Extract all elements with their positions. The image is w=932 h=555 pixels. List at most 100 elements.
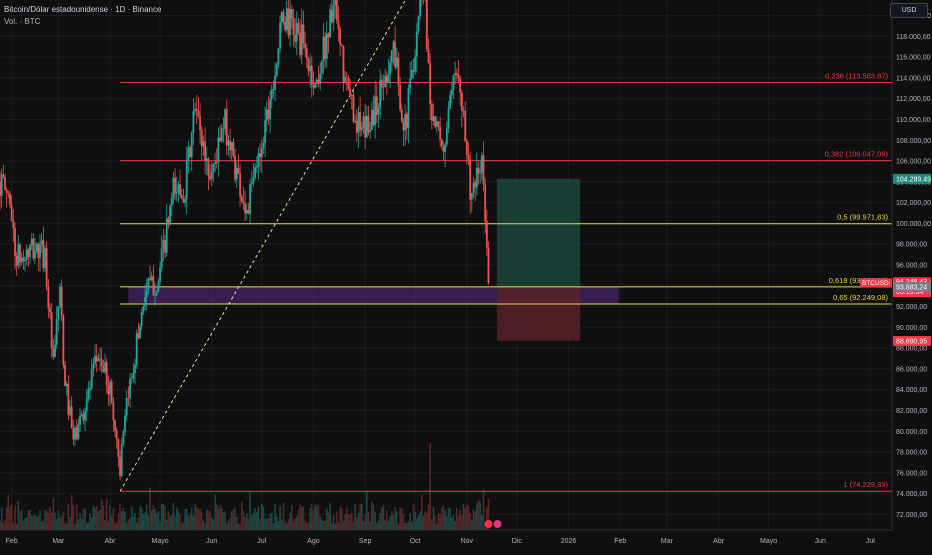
volume-bar [432,506,435,530]
volume-bar [90,517,93,530]
candle-body [274,75,277,90]
candle-body [427,49,430,63]
volume-bar [104,520,106,530]
volume-bar [27,510,30,530]
fib-level-label: 0,65 (92.249,08) [833,293,889,302]
price-tick-label: 112.000,00 [896,96,931,103]
volume-bar [110,515,113,530]
candle-body [330,9,333,23]
volume-bar [387,520,390,530]
price-tick-label: 82.000,00 [896,408,927,415]
candle-body [252,177,255,184]
volume-bar [139,505,141,530]
volume-bar [70,494,73,530]
candle-body [10,204,13,221]
candle-body [225,109,228,146]
volume-bar [332,515,335,530]
volume-bar [275,516,278,530]
price-tag-label: 93.883,24 [896,284,927,291]
volume-bar [62,511,65,530]
volume-bar [464,507,466,530]
candle-body [184,199,186,203]
volume-bar [147,515,150,530]
volume-bar [315,505,318,530]
volume-bar [124,511,126,530]
candle-body [405,114,408,129]
volume-bar [80,518,83,530]
candle-body [152,276,155,296]
volume-bar [282,503,285,530]
volume-label[interactable]: Vol. · BTC [4,17,41,26]
candle-body [350,94,353,96]
candle-body [224,109,226,129]
candle-body [472,182,475,194]
candle-body [109,381,111,395]
candle-body [339,28,342,45]
volume-bar [456,507,458,530]
news-marker-icon[interactable] [493,520,502,528]
volume-bar [302,506,305,530]
candle-body [394,41,397,67]
candle-body [329,9,332,38]
volume-bar [125,523,128,530]
volume-bar [419,511,421,530]
long-position-layer[interactable] [496,178,581,341]
volume-bar [352,522,355,530]
symbol-title[interactable]: Bitcoin/Dólar estadounidense · 1D · Bina… [4,5,162,14]
event-markers[interactable] [484,520,502,528]
candle-body [435,121,438,127]
candle-body [77,424,80,440]
candle-body [82,414,85,421]
candles [0,0,490,481]
candle-body [279,22,282,49]
currency-button[interactable]: USD [890,3,928,18]
volume-bar [322,520,325,530]
volume-bar [59,517,61,530]
time-axis[interactable]: Feb Mar Abr Mayo Jun Jul Ago Sep Oct Nov Dic 2026 Fe… [0,529,892,545]
candle-body [265,109,268,121]
volume-bar [295,516,298,530]
volume-bar [132,516,135,530]
volume-bar [40,521,43,530]
candle-body [194,109,196,112]
long-position-stop[interactable] [496,286,581,341]
trend-line-layer[interactable] [119,0,423,492]
candle-body [99,358,101,360]
volume-bar [340,508,343,530]
time-tick-label: Dic [512,538,523,545]
volume-bar [77,519,80,530]
price-axis[interactable]: 72.000,00 74.000,00 76.000,00 78.000,00 80.0… [891,0,932,550]
candle-body [5,189,8,194]
price-tag-symbol-bg [860,278,892,288]
volume-bar [174,516,176,530]
long-position-target[interactable] [496,178,581,287]
earnings-marker-icon[interactable] [484,520,493,528]
volume-bar [160,503,163,530]
fib-layer[interactable]: 0,236 (113.563,87) 0,382 (106.047,06) 0,5 … [120,71,892,492]
volume-bar [177,511,180,530]
volume-bar [240,501,243,530]
candle-body [37,243,40,259]
candle-body [395,57,398,67]
time-tick-label: Jun [815,538,826,545]
volume-bar [102,505,105,530]
candle-body [164,240,166,253]
candle-body [487,247,490,284]
trend-line[interactable] [119,0,423,492]
volume-bar [220,507,223,530]
price-tick-label: 78.000,00 [896,450,927,457]
price-tick-label: 108.000,00 [896,138,931,145]
candle-body [160,248,163,268]
candle-body [452,75,455,91]
candle-body [154,295,156,296]
volume-bar [75,504,78,530]
candle-body [122,431,125,445]
volume-bar [416,517,418,530]
volume-bar [361,503,363,530]
candle-body [352,94,355,122]
volume-bar [204,522,206,530]
candle-body [2,174,5,178]
volume-bar [232,509,235,530]
